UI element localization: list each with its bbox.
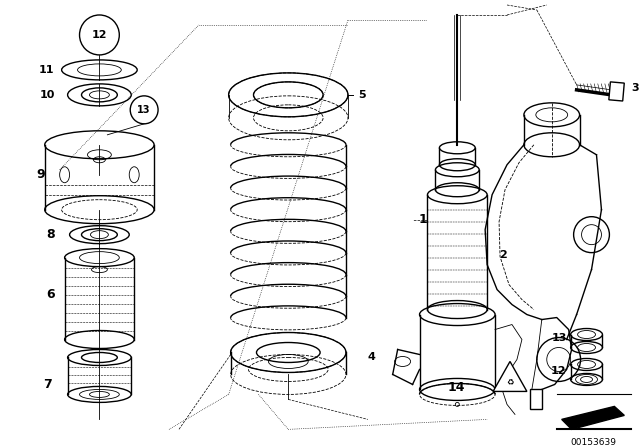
Bar [530,389,542,409]
Text: ♻: ♻ [506,378,514,387]
Text: 10: 10 [39,90,54,100]
Text: 2: 2 [499,250,507,260]
Bar [609,82,624,101]
Text: 13: 13 [551,332,566,343]
Text: 3: 3 [631,83,639,93]
Text: 1: 1 [419,213,428,226]
Text: 7: 7 [43,378,52,391]
Text: 00153639: 00153639 [570,438,616,447]
Polygon shape [562,406,625,429]
Text: 9: 9 [36,168,45,181]
Text: 4: 4 [368,353,376,362]
Text: 13: 13 [138,105,151,115]
Ellipse shape [90,91,109,99]
Text: 5: 5 [358,90,365,100]
Text: 8: 8 [46,228,54,241]
Text: 6: 6 [46,288,54,301]
Ellipse shape [90,231,108,239]
Text: 12: 12 [551,366,566,376]
Text: 11: 11 [39,65,54,75]
Polygon shape [493,362,527,392]
Text: 14: 14 [448,381,465,394]
Text: 12: 12 [92,30,107,40]
